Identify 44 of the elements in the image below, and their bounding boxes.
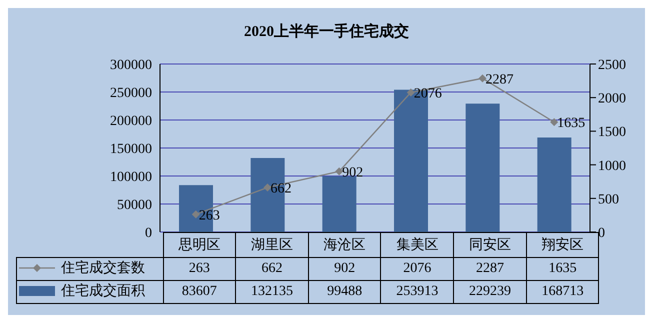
y2-tick-label: 2500: [598, 58, 626, 73]
data-label: 83607: [163, 280, 236, 304]
y-tick-label: 150000: [110, 142, 152, 157]
y2-tick-label: 2000: [598, 92, 626, 107]
x-tick-label: 同安区: [454, 232, 526, 258]
bar: [537, 138, 572, 232]
data-label: 253913: [380, 280, 454, 304]
data-label: 168713: [526, 280, 599, 304]
point: [550, 118, 558, 126]
data-label: 902: [308, 258, 381, 280]
legend-label: 住宅成交套数: [61, 259, 145, 277]
y2-tick-label: 1000: [598, 158, 626, 174]
x-tick-label: 海沧区: [308, 232, 381, 258]
data-label: 132135: [236, 280, 308, 304]
data-label: 2076: [380, 258, 454, 280]
point: [406, 88, 415, 96]
bar: [466, 104, 500, 232]
y-tick-label: 0: [145, 226, 152, 241]
point: [264, 184, 272, 192]
y-tick-label: 300000: [110, 58, 152, 73]
point: [192, 210, 200, 218]
text: 2076: [414, 86, 442, 102]
data-label: 1635: [526, 258, 599, 280]
y-tick-label: 200000: [110, 114, 152, 129]
y2-tick-label: 500: [598, 192, 619, 208]
x-tick-label: 湖里区: [236, 232, 308, 258]
data-label: 662: [236, 258, 308, 280]
text: 2287: [486, 72, 514, 88]
y-tick-label: 50000: [117, 198, 152, 213]
y-tick-label: 250000: [110, 86, 152, 101]
data-label: 263: [163, 258, 236, 280]
legend-label: 住宅成交面积: [61, 282, 145, 300]
text: 1635: [557, 116, 586, 132]
x-tick-label: 翔安区: [526, 232, 599, 258]
data-label: 229239: [454, 280, 526, 304]
data-label: 99488: [308, 280, 381, 304]
y-tick-label: 100000: [110, 170, 152, 185]
x-tick-label: 集美区: [380, 232, 454, 258]
y2-tick-label: 1500: [598, 125, 626, 140]
point: [478, 74, 486, 82]
data-label: 2287: [454, 258, 526, 280]
x-tick-label: 思明区: [163, 232, 236, 258]
bar: [322, 176, 356, 232]
chart-title: 2020上半年一手住宅成交: [243, 22, 410, 41]
